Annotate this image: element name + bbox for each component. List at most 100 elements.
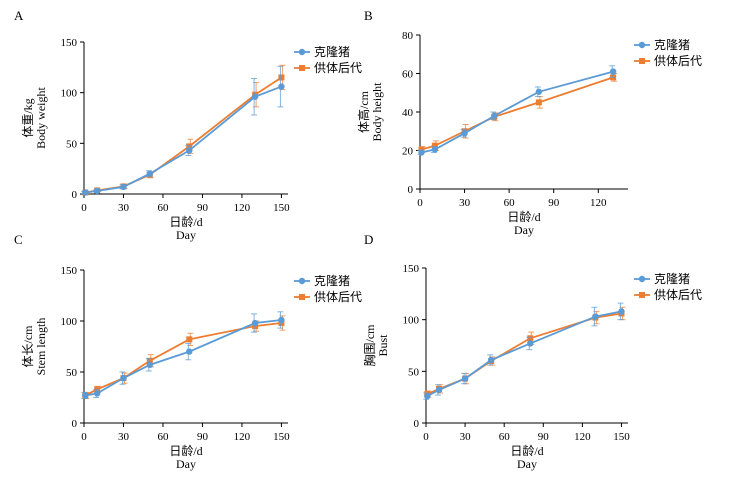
data-point (93, 390, 101, 397)
series-line (85, 319, 282, 397)
legend-marker-square (639, 292, 645, 298)
x-tick-label: 150 (613, 431, 630, 443)
legend-label: 克隆猪 (314, 273, 350, 288)
x-tick-label: 120 (234, 431, 251, 443)
x-axis-label-en: Day (176, 457, 196, 471)
x-tick-label: 90 (197, 431, 209, 443)
data-point (146, 170, 154, 177)
x-tick-label: 30 (460, 431, 472, 443)
legend-marker-square (299, 294, 305, 300)
x-tick-label: 60 (504, 197, 516, 209)
legend-label: 供体后代 (654, 288, 702, 302)
y-tick-label: 0 (414, 418, 420, 430)
y-axis-label-cn: 体高/cm (356, 90, 371, 133)
y-tick-label: 150 (61, 37, 78, 49)
legend-marker-circle (298, 277, 306, 285)
series-line (85, 76, 282, 194)
x-tick-label: 120 (234, 202, 251, 214)
y-tick-label: 50 (66, 367, 78, 379)
data-point (491, 112, 498, 120)
data-point (278, 74, 285, 81)
x-axis-label-en: Day (517, 457, 537, 471)
y-tick-label: 50 (408, 366, 420, 378)
data-point (424, 392, 431, 400)
y-tick-label: 100 (61, 316, 78, 328)
data-point (251, 93, 259, 100)
x-tick-label: 60 (157, 431, 169, 443)
legend-marker-square (639, 58, 645, 64)
data-point (251, 319, 259, 327)
x-axis-label-cn: 日龄/d (507, 210, 540, 224)
series-clone (417, 65, 617, 156)
data-point (487, 356, 495, 364)
data-point (82, 392, 89, 399)
y-axis-label-en: Body height (370, 82, 384, 142)
data-point (278, 316, 285, 324)
data-point (186, 336, 193, 343)
data-point (618, 308, 625, 315)
y-tick-label: 100 (403, 315, 420, 327)
legend-marker-circle (638, 41, 646, 49)
legend-marker-circle (638, 275, 646, 283)
data-point (431, 146, 439, 153)
data-point (120, 374, 127, 382)
y-axis-label-en: Bust (376, 334, 390, 357)
series-line (84, 322, 282, 397)
x-tick-label: 90 (548, 197, 560, 209)
data-point (527, 335, 534, 342)
data-point (418, 149, 425, 156)
x-tick-label: 30 (118, 202, 130, 214)
y-tick-label: 150 (61, 265, 78, 277)
y-axis-label-cn: 体长/cm (21, 325, 35, 368)
series-clone (81, 65, 285, 196)
y-tick-label: 80 (402, 30, 414, 42)
data-point (431, 142, 438, 149)
y-tick-label: 0 (72, 189, 78, 201)
series-clone (423, 302, 625, 400)
panel-letter: A (14, 8, 24, 23)
data-point (435, 386, 443, 394)
data-point (186, 348, 193, 355)
x-tick-label: 0 (423, 431, 429, 443)
data-point (186, 143, 193, 150)
x-tick-label: 0 (81, 202, 87, 214)
series-line (426, 310, 622, 397)
legend-label: 克隆猪 (314, 44, 350, 59)
data-point (535, 88, 543, 95)
data-point (146, 361, 154, 369)
x-tick-label: 120 (590, 197, 607, 209)
y-tick-label: 0 (72, 418, 78, 430)
legend-marker-circle (298, 48, 306, 56)
x-tick-label: 60 (499, 431, 511, 443)
data-point (93, 187, 101, 195)
x-tick-label: 30 (118, 431, 130, 443)
data-point (146, 357, 153, 364)
data-point (82, 189, 89, 196)
x-tick-label: 0 (417, 197, 423, 209)
x-tick-label: 30 (459, 197, 471, 209)
series-line (85, 85, 282, 194)
series-donor (82, 64, 286, 196)
data-point (535, 99, 542, 106)
series-donor (82, 315, 286, 400)
data-point (120, 183, 127, 191)
x-axis-label-cn: 日龄/d (169, 215, 202, 229)
y-axis-label-cn: 体重/kg (21, 98, 35, 137)
series-clone (81, 311, 285, 400)
y-axis-label-en: Stem length (34, 318, 48, 376)
series-donor (418, 73, 618, 153)
data-point (461, 129, 468, 137)
y-tick-label: 150 (403, 263, 420, 275)
legend-label: 供体后代 (654, 54, 702, 68)
data-point (592, 313, 599, 320)
data-point (278, 83, 285, 90)
